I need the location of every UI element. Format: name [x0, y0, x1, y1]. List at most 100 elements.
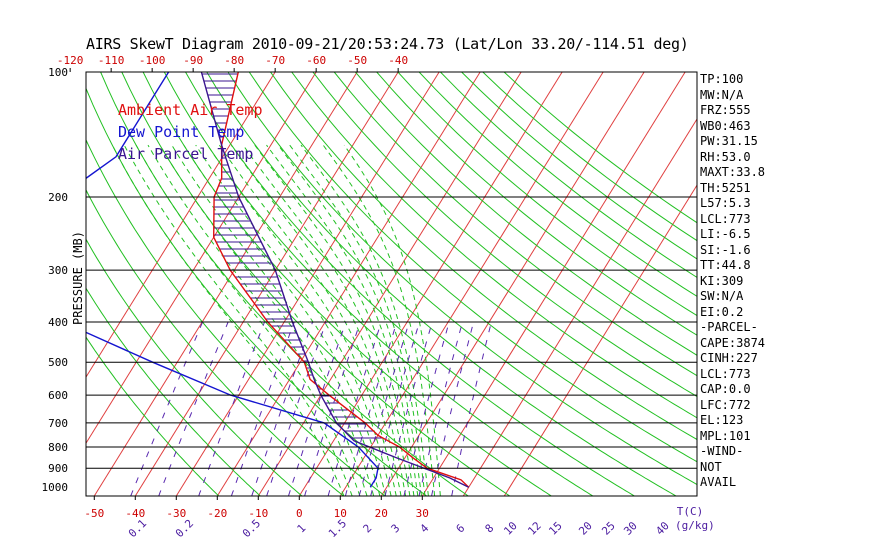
bottom-temp-tick-label: -50	[84, 507, 104, 520]
legend-entry: Dew Point Temp	[118, 123, 245, 141]
mixing-ratio-line	[158, 321, 229, 496]
mixing-ratio-unit: (g/kg)	[675, 519, 715, 532]
stat-line: -PARCEL-	[700, 320, 758, 334]
dry-adiabat-line	[397, 72, 697, 317]
stat-line: -WIND-	[700, 444, 744, 458]
top-temp-tick-label: -50	[347, 54, 367, 67]
stat-line: EL:123	[700, 413, 744, 427]
moist-adiabat-line	[322, 144, 436, 496]
bottom-temp-tick-label: 10	[334, 507, 347, 520]
dry-adiabat-line	[440, 72, 697, 278]
pressure-tick-label: 100	[48, 66, 68, 79]
mixing-ratio-tick-label: 8	[483, 522, 497, 536]
stat-line: LFC:772	[700, 397, 751, 412]
mixing-ratio-line	[266, 321, 327, 496]
top-temp-tick-label: -60	[306, 54, 326, 67]
moist-adiabat-line	[111, 144, 345, 496]
legend-entry: Ambient Air Temp	[118, 101, 263, 119]
stat-line: CINH:227	[700, 351, 758, 365]
isotherm-line	[462, 118, 697, 496]
stat-line: MW:N/A	[700, 87, 744, 102]
bottom-temp-tick-label: 30	[416, 507, 429, 520]
mixing-ratio-tick-label: 0.2	[173, 517, 196, 540]
stat-line: TP:100	[700, 72, 744, 86]
dry-adiabat-line	[86, 336, 220, 496]
isotherm-line	[216, 72, 481, 496]
air-parcel-temp-line	[200, 72, 470, 488]
bottom-temp-tick-label: 0	[296, 507, 303, 520]
top-temp-tick-label: -100	[139, 54, 166, 67]
stat-line: CAP:0.0	[700, 382, 751, 396]
top-temp-tick-label: -80	[224, 54, 244, 67]
stat-line: L57:5.3	[700, 196, 751, 210]
mixing-ratio-tick-label: 1.5	[326, 517, 349, 540]
moist-adiabat-line	[207, 144, 397, 496]
stat-line: PW:31.15	[700, 134, 758, 148]
dry-adiabat-line	[461, 72, 697, 260]
dew-point-temp-line	[86, 72, 379, 488]
mixing-ratio-tick-label: 25	[599, 519, 618, 538]
dry-adiabat-line	[312, 72, 697, 398]
stat-line: WB0:463	[700, 118, 751, 133]
pressure-tick-label: 800	[48, 441, 68, 454]
pressure-tick-label: 500	[48, 356, 68, 369]
pressure-tick-label: 200	[48, 191, 68, 204]
dry-adiabat-line	[86, 138, 386, 496]
isotherm-line	[421, 72, 686, 496]
moist-adiabat-line	[218, 144, 402, 496]
stat-line: LCL:773	[700, 366, 751, 381]
dry-adiabat-line	[418, 72, 697, 297]
pressure-tick-label: 600	[48, 389, 68, 402]
mixing-ratio-tick-label: 12	[525, 519, 544, 538]
plot-frame	[85, 71, 698, 497]
dry-adiabat-line	[355, 72, 697, 356]
isotherm-line	[503, 184, 697, 496]
mixing-ratio-tick-label: 15	[546, 519, 565, 538]
dry-adiabat-line	[163, 72, 594, 496]
dry-adiabat-line	[227, 72, 697, 486]
stat-line: KI:309	[700, 273, 744, 288]
mixing-ratio-tick-label: 1	[295, 522, 309, 536]
bottom-temp-tick-label: -40	[125, 507, 145, 520]
legend-entry: Air Parcel Temp	[118, 145, 254, 163]
isotherm-line	[339, 72, 604, 496]
moist-adiabat-line	[266, 144, 419, 496]
mixing-ratio-tick-label: 40	[653, 519, 672, 538]
isotherm-line	[86, 72, 276, 379]
stat-line: TT:44.8	[700, 258, 751, 272]
dry-adiabat-line	[86, 188, 344, 496]
pressure-tick-label: 700	[48, 417, 68, 430]
mixing-ratio-tick-label: 2	[361, 522, 375, 536]
isotherm-line	[257, 72, 522, 496]
dry-adiabat-line	[142, 72, 552, 496]
mixing-ratio-tick-label: 3	[389, 522, 403, 536]
stat-line: LI:-6.5	[700, 227, 751, 241]
mixing-ratio-tick-label: 30	[621, 519, 640, 538]
stat-line: SI:-1.6	[700, 242, 751, 257]
stat-line: LCL:773	[700, 211, 751, 226]
mixing-ratio-line	[230, 321, 295, 496]
mixing-ratio-tick-label: 4	[418, 521, 432, 535]
dry-adiabat-line	[86, 287, 261, 496]
isotherm-line	[298, 72, 563, 496]
stat-line: MPL:101	[700, 428, 751, 443]
mixing-ratio-line	[130, 321, 204, 496]
dry-adiabat-line	[376, 72, 697, 336]
stat-line: RH:53.0	[700, 149, 751, 164]
pressure-tick-label: 300	[48, 264, 68, 277]
mixing-ratio-line	[288, 321, 347, 496]
top-temp-tick-label: -90	[183, 54, 203, 67]
dry-adiabat-line	[185, 72, 635, 496]
isotherm-line	[86, 72, 317, 445]
top-temp-tick-label: -110	[98, 54, 125, 67]
isotherm-line	[175, 72, 440, 496]
y-axis-label: PRESSURE (MB)	[71, 231, 85, 325]
chart-title: AIRS SkewT Diagram 2010-09-21/20:53:24.7…	[86, 35, 689, 53]
dry-adiabat-line	[482, 72, 697, 242]
dry-adiabat-line	[248, 72, 697, 463]
moist-adiabat-line	[289, 144, 426, 496]
stat-line: NOT	[700, 459, 722, 474]
mixing-ratio-tick-label: 20	[576, 519, 595, 538]
